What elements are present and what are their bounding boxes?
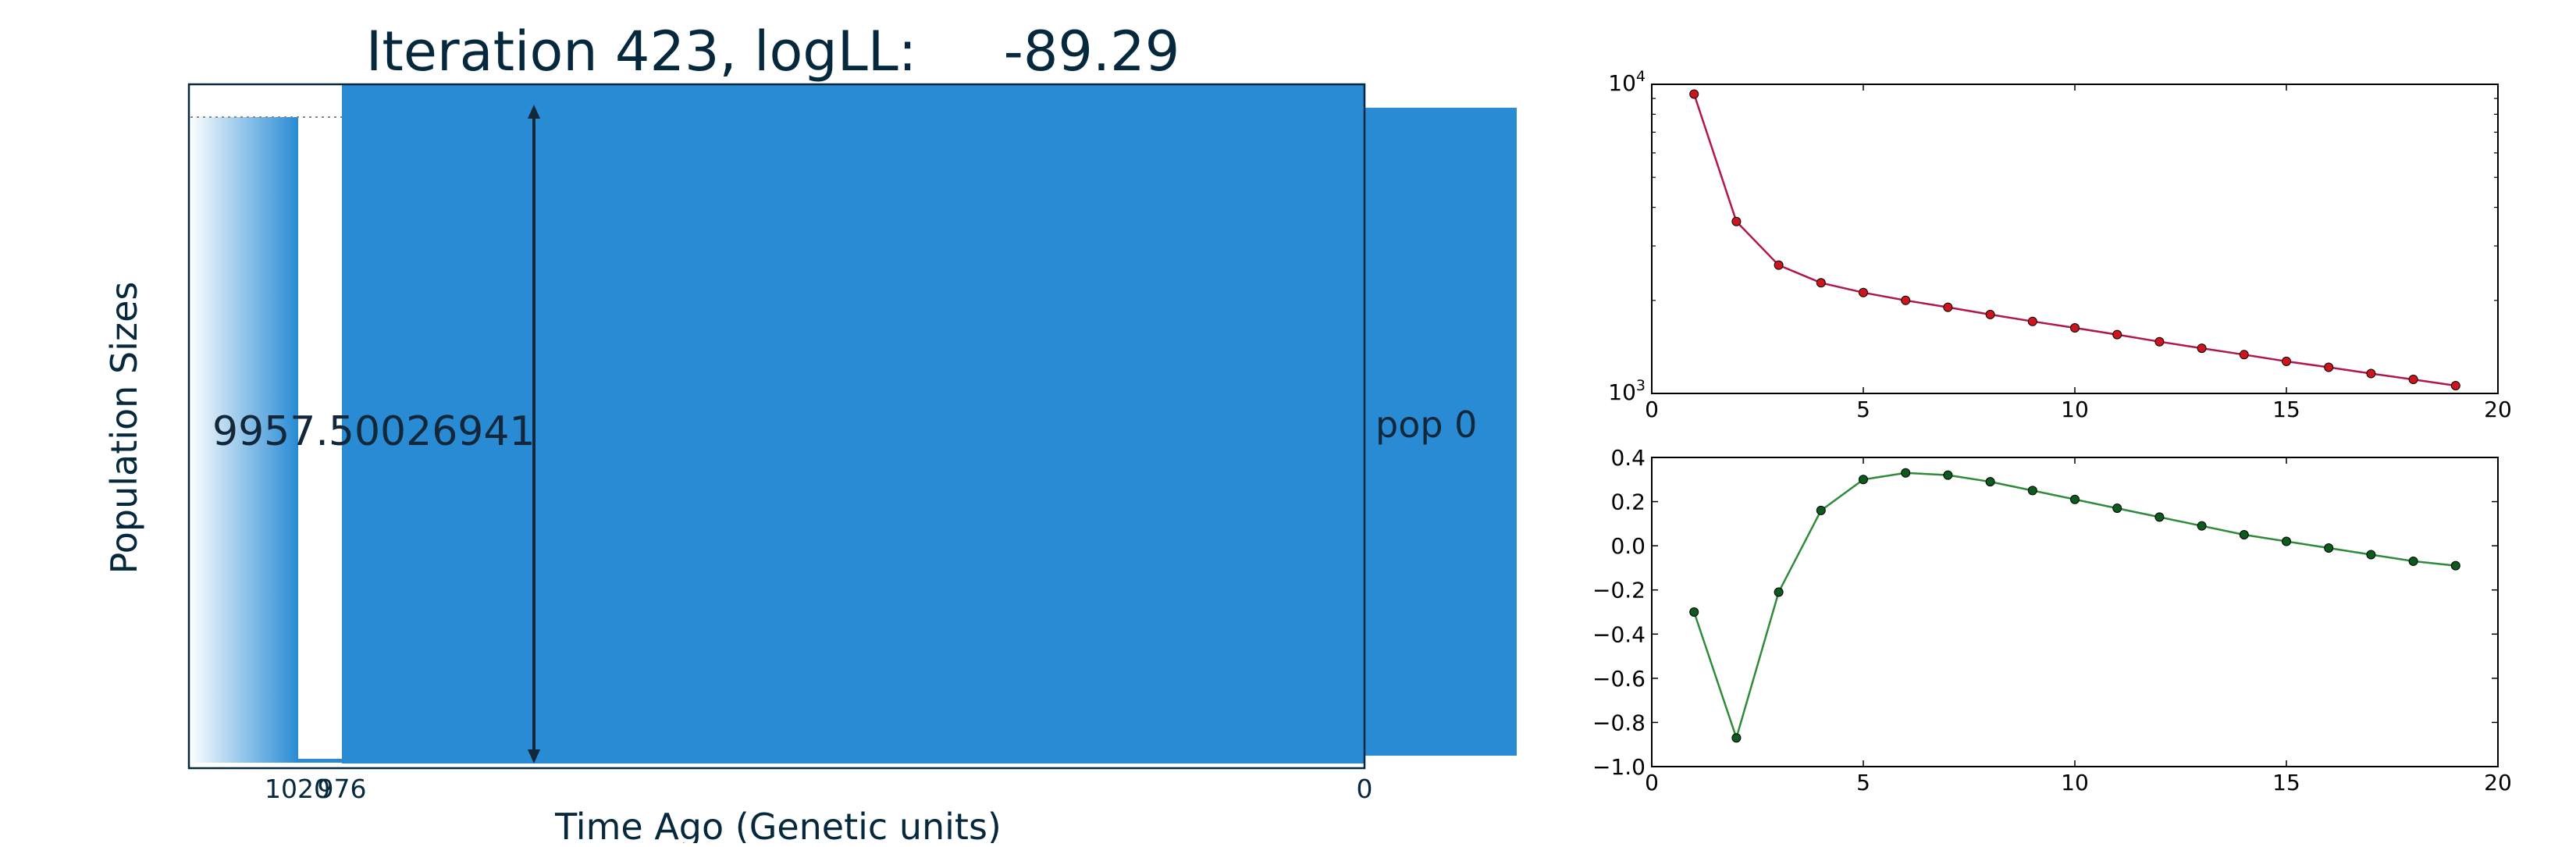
data-point	[1731, 216, 1742, 226]
data-point	[1731, 733, 1742, 743]
y-tick-label: −0.4	[1592, 621, 1646, 647]
data-point	[2027, 486, 2037, 496]
data-point	[2197, 521, 2207, 531]
data-point	[2027, 316, 2037, 326]
data-point	[2070, 494, 2080, 504]
x-tick-label: 20	[2484, 397, 2512, 422]
data-point	[1901, 295, 1911, 305]
y-axis-label: Population Sizes	[103, 282, 145, 575]
y-tick-label: −0.2	[1592, 578, 1646, 603]
data-point	[1774, 587, 1784, 597]
plot-frame	[187, 83, 1366, 770]
y-tick-label: 0.2	[1610, 489, 1646, 515]
data-point	[2112, 504, 2122, 514]
data-point	[2282, 536, 2291, 546]
y-tick-10-3: 103	[1608, 377, 1646, 405]
x-tick-label: 0	[1645, 397, 1659, 422]
data-point	[2450, 380, 2460, 390]
top-plot-frame	[1651, 84, 2499, 394]
population-label: pop 0	[1375, 404, 1477, 446]
figure-title: Iteration 423, logLL: -89.29	[366, 20, 1179, 84]
population-plot: 9957.50026941 pop 0 Population Sizes Tim…	[103, 83, 1517, 847]
y-tick-label: −0.6	[1592, 666, 1646, 692]
data-point	[2197, 343, 2207, 354]
x-tick-label: 15	[2272, 770, 2300, 795]
data-point	[2408, 556, 2418, 566]
x-tick-label: 5	[1856, 397, 1870, 422]
population-size-label: 9957.50026941	[212, 408, 535, 455]
data-point	[1901, 468, 1911, 478]
x-tick-label-1020: 1020	[265, 774, 330, 804]
data-point	[2450, 561, 2460, 571]
pop-white-gap	[298, 117, 342, 763]
data-point	[1689, 607, 1699, 617]
data-point	[1943, 302, 1953, 312]
bottom-right-line-plot: 0 5 10 15 20 0.4 0.2 0.0 −0.2 −0.4 −0.6 −0.8 −1.0	[1592, 445, 2512, 795]
data-point	[2282, 356, 2291, 366]
series-line	[1693, 472, 2456, 742]
data-point	[2324, 362, 2334, 372]
data-point	[1859, 287, 1868, 297]
data-point	[1816, 278, 1826, 288]
data-point	[2239, 350, 2249, 360]
data-point	[2366, 368, 2376, 379]
y-tick-label: −0.8	[1592, 710, 1646, 735]
data-point	[1943, 470, 1953, 480]
pop-outer-block	[1364, 108, 1517, 756]
y-tick-10-4: 104	[1608, 68, 1646, 96]
data-point	[1774, 260, 1784, 270]
pop-gap-bottom-edge	[298, 759, 342, 763]
series-line	[1693, 94, 2456, 387]
x-tick-label: 10	[2061, 397, 2089, 422]
data-point	[1689, 89, 1699, 99]
data-point	[2112, 329, 2122, 340]
x-tick-label: 20	[2484, 770, 2512, 795]
size-arrow	[528, 105, 540, 763]
pop-main-block	[342, 84, 1364, 763]
data-point	[2239, 530, 2249, 539]
data-point	[2366, 550, 2376, 560]
data-point	[2070, 322, 2080, 333]
y-tick-label: −1.0	[1592, 754, 1646, 780]
x-tick-label: 15	[2272, 397, 2300, 422]
y-tick-label: 0.0	[1610, 533, 1646, 559]
pop-gradient-region	[189, 117, 298, 763]
data-point	[1985, 477, 1995, 487]
top-right-log-plot: 104 103 0 5 10 15 20	[1608, 68, 2512, 422]
data-point	[1985, 309, 1995, 319]
data-point	[2154, 512, 2165, 522]
data-point	[1859, 475, 1868, 485]
x-tick-label-0: 0	[1357, 774, 1373, 804]
x-tick-label-976: 976	[318, 774, 367, 804]
x-tick-label: 10	[2061, 770, 2089, 795]
y-tick-label: 0.4	[1610, 445, 1646, 471]
data-point	[1816, 505, 1826, 515]
x-tick-label: 5	[1856, 770, 1870, 795]
x-axis-label: Time Ago (Genetic units)	[554, 806, 1002, 843]
data-point	[2154, 336, 2165, 347]
data-point	[2408, 375, 2418, 385]
x-tick-label: 0	[1645, 770, 1659, 795]
data-point	[2324, 543, 2334, 553]
